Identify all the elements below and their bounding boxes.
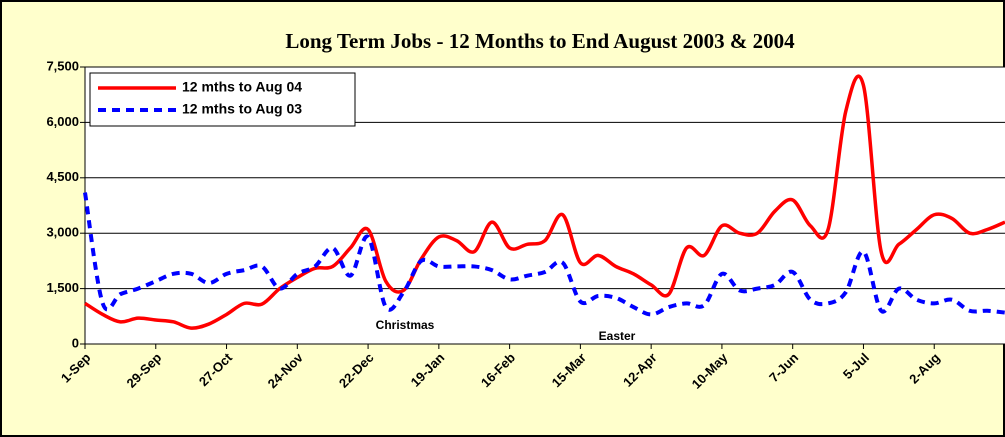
y-tick-label: 1,500	[46, 280, 79, 295]
annotation: Christmas	[376, 318, 435, 332]
y-tick-label: 4,500	[46, 169, 79, 184]
y-tick-label: 3,000	[46, 225, 79, 240]
annotation: Easter	[599, 329, 636, 343]
series-line	[84, 74, 1005, 330]
series-line	[83, 192, 1005, 317]
legend-box	[89, 72, 356, 127]
legend: 12 mths to Aug 04 12 mths to Aug 03	[89, 72, 356, 127]
chart-title: Long Term Jobs - 12 Months to End August…	[285, 29, 795, 53]
y-tick-label: 7,500	[46, 58, 79, 73]
y-tick-label: 6,000	[46, 114, 79, 129]
y-tick-label: 0	[72, 335, 79, 350]
legend-label: 12 mths to Aug 03	[182, 101, 302, 117]
legend-label: 12 mths to Aug 04	[182, 79, 302, 95]
